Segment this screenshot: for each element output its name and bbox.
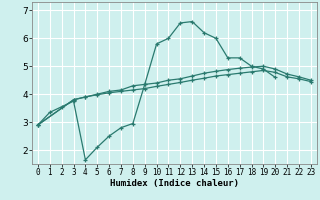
X-axis label: Humidex (Indice chaleur): Humidex (Indice chaleur) <box>110 179 239 188</box>
